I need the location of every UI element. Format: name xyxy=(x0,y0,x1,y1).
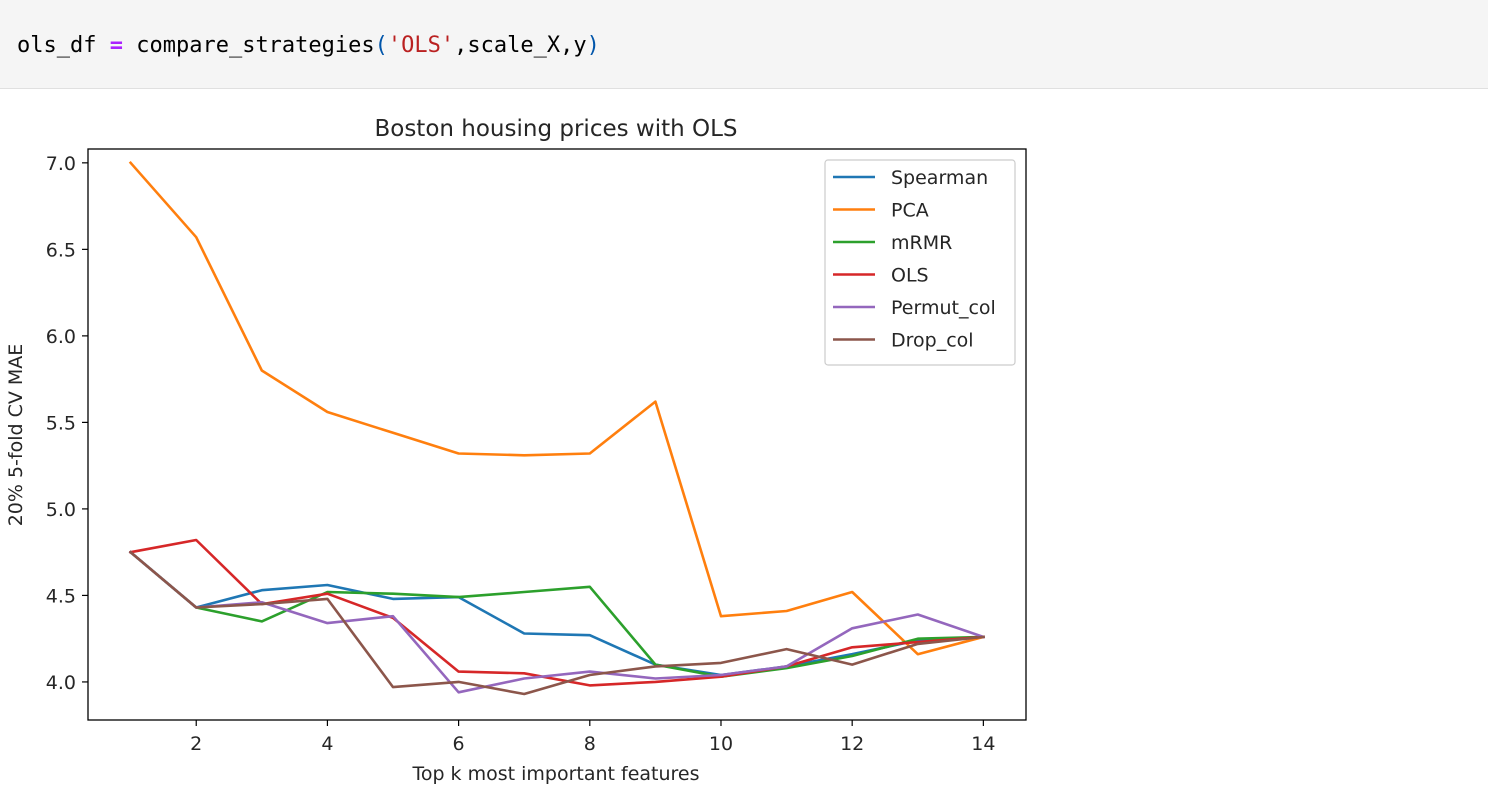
x-tick-label: 14 xyxy=(971,733,995,755)
x-axis-label: Top k most important features xyxy=(411,763,699,785)
output-area: Boston housing prices with OLS 2 4 6 8 10 12 1… xyxy=(0,90,1488,799)
y-tick-label: 5.0 xyxy=(46,499,76,521)
y-tick-label: 4.5 xyxy=(46,585,76,607)
y-tick-label: 6.0 xyxy=(46,326,76,348)
code-line: ols_df = compare_strategies('OLS',scale_… xyxy=(17,31,600,61)
legend: Spearman PCA mRMR OLS Permut_col Drop_col xyxy=(824,159,1016,366)
x-tick-label: 4 xyxy=(321,733,333,755)
code-cell[interactable]: ols_df = compare_strategies('OLS',scale_… xyxy=(0,0,1488,89)
legend-label: mRMR xyxy=(891,232,952,254)
chart-title: Boston housing prices with OLS xyxy=(374,116,737,142)
x-tick-label: 10 xyxy=(709,733,733,755)
y-tick-label: 4.0 xyxy=(46,672,76,694)
axis-ticks: 2 4 6 8 10 12 14 4.0 4.5 5.0 5.5 6.0 6.5 7.0 xyxy=(46,153,996,755)
legend-label: Spearman xyxy=(891,167,988,189)
series-line-drop-col xyxy=(128,550,985,696)
series-line-pca xyxy=(128,160,985,656)
plot-frame xyxy=(87,148,1027,721)
code-arg-2: scale_X xyxy=(467,33,561,58)
legend-label: OLS xyxy=(891,265,929,287)
y-tick-label: 6.5 xyxy=(46,239,76,261)
legend-label: Permut_col xyxy=(891,297,996,319)
code-string-arg: 'OLS' xyxy=(387,33,455,58)
legend-label: PCA xyxy=(891,200,929,222)
code-arg-3: y xyxy=(573,33,587,58)
line-chart: Boston housing prices with OLS 2 4 6 8 10 12 1… xyxy=(5,116,1027,785)
code-var: ols_df xyxy=(17,33,97,58)
code-comma-1: , xyxy=(454,33,468,58)
series-line-mrmr xyxy=(128,550,985,679)
x-tick-label: 2 xyxy=(190,733,202,755)
series-line-permut-col xyxy=(128,550,986,694)
x-tick-label: 8 xyxy=(584,733,596,755)
code-open-paren: ( xyxy=(374,33,388,58)
y-tick-label: 5.5 xyxy=(46,412,76,434)
code-comma-2: , xyxy=(560,33,574,58)
y-axis-label: 20% 5-fold CV MAE xyxy=(5,344,27,527)
x-tick-label: 6 xyxy=(453,733,465,755)
code-function: compare_strategies xyxy=(136,33,375,58)
y-tick-label: 7.0 xyxy=(46,153,76,175)
legend-label: Drop_col xyxy=(891,330,974,352)
series-lines xyxy=(128,160,986,696)
series-line-spearman xyxy=(128,550,985,677)
code-close-paren: ) xyxy=(586,33,600,58)
legend-box xyxy=(824,159,1016,366)
x-tick-label: 12 xyxy=(840,733,864,755)
code-operator: = xyxy=(109,33,123,58)
